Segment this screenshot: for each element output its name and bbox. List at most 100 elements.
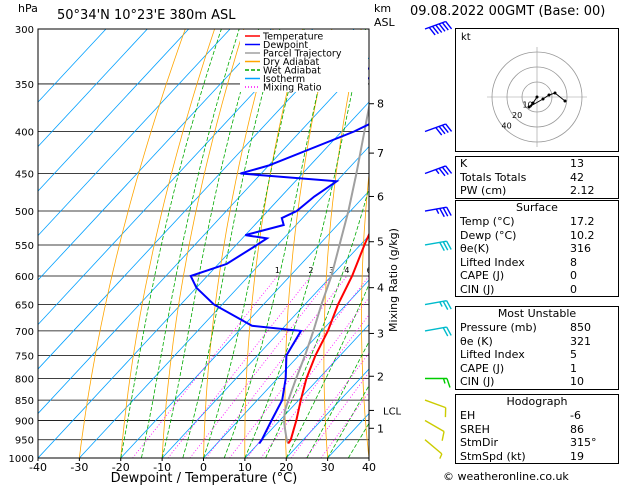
- most-unstable-value: 5: [570, 348, 577, 361]
- dewpoint-line: [189, 67, 369, 445]
- most-unstable-value: 10: [570, 375, 584, 388]
- most-unstable-label: Pressure (mb): [460, 321, 537, 334]
- index-label: K: [460, 157, 468, 170]
- wind-barb: [424, 206, 452, 218]
- wet-adiabat: [161, 29, 259, 458]
- hodograph-point: [527, 105, 531, 109]
- wet-adiabat: [182, 29, 281, 458]
- wet-adiabat: [141, 29, 240, 458]
- hodograph-param-row: SREH 86: [456, 423, 618, 437]
- surface-title: Surface: [516, 201, 558, 214]
- mixing-ratio-label: 2: [308, 266, 313, 275]
- wet-adiabat: [244, 29, 366, 458]
- legend-entry: Mixing Ratio: [263, 83, 322, 94]
- surface-row: θe(K) 316: [456, 242, 618, 256]
- pressure-tick-label: 550: [15, 241, 34, 252]
- wind-barb: [424, 399, 447, 418]
- hodograph-param-label: SREH: [460, 422, 490, 436]
- pressure-tick-label: 1000: [9, 454, 34, 465]
- mixing-ratio-label: 3: [329, 266, 334, 275]
- most-unstable-row: CIN (J) 10: [456, 375, 618, 389]
- x-tick-label: 40: [362, 461, 376, 474]
- hodograph-param-row: StmDir 315°: [456, 436, 618, 450]
- hodograph-param-value: 19: [570, 449, 584, 463]
- wet-adiabat: [306, 340, 369, 458]
- mixing-ratio-line: [320, 391, 369, 458]
- most-unstable-row: θe (K) 321: [456, 335, 618, 349]
- index-label: PW (cm): [460, 184, 507, 197]
- most-unstable-label: CIN (J): [460, 375, 495, 388]
- legend-entry: Dry Adiabat: [263, 57, 320, 68]
- surface-value: 0: [570, 282, 577, 296]
- dry-adiabat: [79, 29, 186, 458]
- index-row: K 13: [456, 157, 618, 171]
- index-row: Totals Totals 42: [456, 171, 618, 185]
- hodograph-unit-label: kt: [461, 32, 471, 43]
- pressure-tick-label: 800: [15, 374, 34, 385]
- hodograph-table: Hodograph EH -6 SREH 86 StmDir 315° StmSpd (kt…: [455, 394, 619, 464]
- mixing-ratio-line: [290, 352, 369, 458]
- km-tick-label: 7: [377, 147, 384, 160]
- pressure-tick-label: 900: [15, 416, 34, 427]
- wind-barb: [424, 299, 452, 310]
- mixing-ratio-label: 6: [367, 266, 372, 275]
- km-tick-label: 1: [377, 422, 384, 435]
- hodograph-point: [541, 97, 545, 101]
- dry-adiabat: [244, 29, 303, 458]
- hodograph-param-label: StmDir: [460, 436, 499, 449]
- hodograph-param-label: StmSpd (kt): [460, 449, 526, 463]
- most-unstable-label: Lifted Index: [460, 348, 525, 361]
- wet-adiabat: [120, 29, 222, 458]
- dry-adiabat: [323, 29, 362, 458]
- pressure-tick-label: 300: [15, 25, 34, 36]
- legend-entry: Wet Adiabat: [263, 66, 321, 77]
- hodograph-ring-label: 40: [502, 122, 512, 131]
- surface-row: CAPE (J) 0: [456, 269, 618, 283]
- index-value: 42: [570, 170, 584, 184]
- wind-barb: [424, 439, 443, 459]
- surface-value: 10.2: [570, 228, 595, 242]
- isotherm-line: [161, 234, 369, 458]
- mixing-ratio-axis-label: Mixing Ratio (g/kg): [387, 228, 400, 332]
- most-unstable-table: Most Unstable Pressure (mb) 850 θe (K) 321 L…: [455, 306, 619, 390]
- hodograph-point: [531, 101, 535, 105]
- dry-adiabat: [625, 29, 629, 458]
- location-label: 50°34'N 10°23'E 380m ASL: [57, 8, 236, 23]
- datetime-label: 09.08.2022 00GMT (Base: 00): [410, 4, 606, 19]
- isotherm-line: [38, 29, 314, 326]
- wet-adiabat: [285, 283, 369, 458]
- wind-barb: [425, 377, 451, 388]
- surface-row: Dewp (°C) 10.2: [456, 229, 618, 243]
- surface-label: Dewp (°C): [460, 228, 517, 242]
- surface-value: 8: [570, 255, 577, 269]
- x-axis-label: Dewpoint / Temperature (°C): [111, 471, 298, 486]
- surface-value: 17.2: [570, 215, 595, 228]
- wind-barb: [424, 123, 453, 136]
- surface-label: Temp (°C): [460, 215, 515, 228]
- hpa-label: hPa: [18, 2, 38, 15]
- x-tick-label: -30: [70, 461, 88, 474]
- hodograph-param-value: 315°: [570, 436, 597, 449]
- isotherm-line: [38, 29, 272, 281]
- isotherm-line: [120, 190, 369, 458]
- wind-barb: [424, 165, 453, 177]
- isotherm-line: [79, 145, 369, 458]
- isotherm-line: [38, 101, 369, 458]
- hodograph: kt 10 20 40: [455, 28, 619, 152]
- km-label: km: [374, 2, 391, 15]
- most-unstable-title: Most Unstable: [497, 307, 577, 320]
- hodograph-point: [535, 95, 539, 99]
- mixing-ratio-label: 16: [422, 266, 432, 275]
- pressure-tick-label: 600: [15, 272, 34, 283]
- pressure-tick-label: 500: [15, 207, 34, 218]
- dry-adiabat: [361, 170, 369, 458]
- surface-value: 316: [570, 242, 591, 255]
- index-label: Totals Totals: [460, 170, 527, 184]
- pressure-tick-label: 700: [15, 327, 34, 338]
- km-tick-label: 4: [377, 282, 384, 295]
- indices-table: K 13 Totals Totals 42 PW (cm) 2.12: [455, 156, 619, 199]
- hodograph-point: [553, 91, 557, 95]
- mixing-ratio-line: [189, 275, 332, 458]
